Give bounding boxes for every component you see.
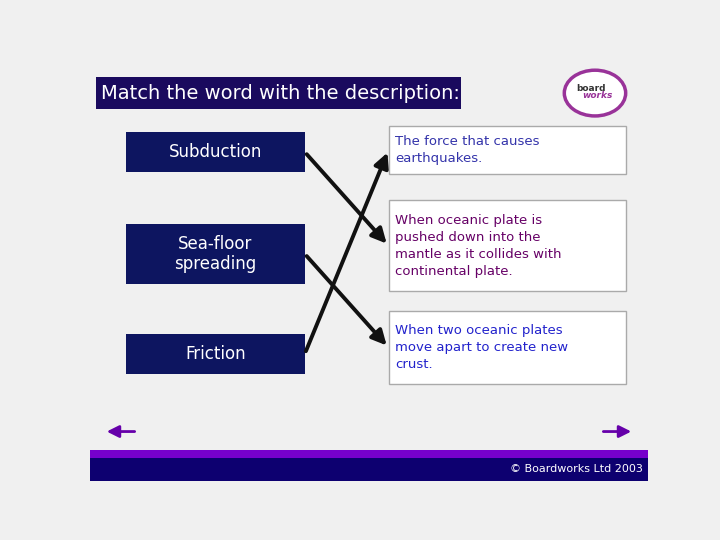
Text: Match the word with the description:: Match the word with the description:	[101, 84, 460, 103]
Text: The force that causes
earthquakes.: The force that causes earthquakes.	[395, 135, 540, 165]
Text: © Boardworks Ltd 2003: © Boardworks Ltd 2003	[510, 464, 642, 474]
Text: Friction: Friction	[185, 345, 246, 363]
FancyBboxPatch shape	[126, 224, 305, 284]
Text: When two oceanic plates
move apart to create new
crust.: When two oceanic plates move apart to cr…	[395, 324, 568, 371]
FancyBboxPatch shape	[389, 200, 626, 292]
Text: Sea-floor
spreading: Sea-floor spreading	[174, 234, 256, 273]
Text: board: board	[576, 84, 606, 93]
Circle shape	[564, 70, 626, 116]
Text: Subduction: Subduction	[169, 143, 262, 161]
FancyBboxPatch shape	[389, 311, 626, 384]
FancyBboxPatch shape	[126, 132, 305, 172]
FancyBboxPatch shape	[96, 77, 461, 109]
FancyBboxPatch shape	[90, 450, 648, 458]
Text: works: works	[582, 91, 613, 100]
FancyBboxPatch shape	[126, 334, 305, 374]
FancyBboxPatch shape	[389, 126, 626, 174]
Text: When oceanic plate is
pushed down into the
mantle as it collides with
continenta: When oceanic plate is pushed down into t…	[395, 214, 562, 278]
FancyBboxPatch shape	[90, 458, 648, 481]
